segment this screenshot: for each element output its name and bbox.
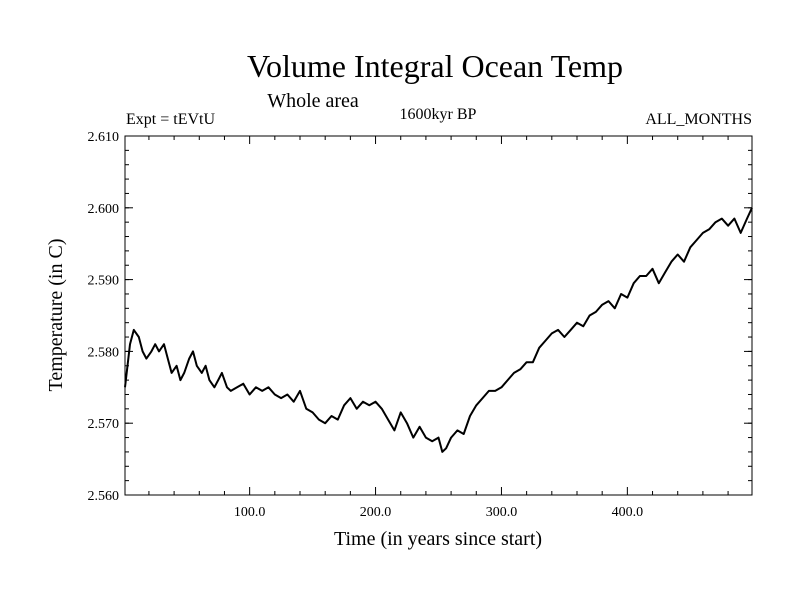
series-line (124, 207, 753, 453)
chart-title: Volume Integral Ocean Temp (247, 48, 623, 84)
y-tick-label: 2.580 (88, 345, 120, 360)
y-tick-label: 2.590 (88, 274, 120, 289)
axis-ticks: 2.560 2.570 2.580 2.590 2.600 2.610 100.0 200.0… (88, 130, 752, 520)
plot-frame (124, 135, 753, 496)
series-layer (124, 207, 753, 453)
experiment-label: Expt = tEVtU (126, 111, 215, 128)
period-label: 1600kyr BP (400, 106, 477, 123)
x-tick-label: 200.0 (360, 505, 392, 520)
y-tick-label: 2.610 (88, 130, 120, 145)
chart-subtitle: Whole area (267, 90, 359, 112)
y-axis-label: Temperature (in C) (45, 239, 67, 392)
x-tick-label: 100.0 (234, 505, 266, 520)
x-axis-label: Time (in years since start) (334, 528, 542, 550)
y-tick-label: 2.560 (88, 489, 120, 504)
y-tick-label: 2.600 (88, 202, 120, 217)
x-tick-label: 400.0 (612, 505, 644, 520)
y-tick-label: 2.570 (88, 417, 120, 432)
x-tick-label: 300.0 (486, 505, 518, 520)
months-label: ALL_MONTHS (645, 111, 752, 128)
